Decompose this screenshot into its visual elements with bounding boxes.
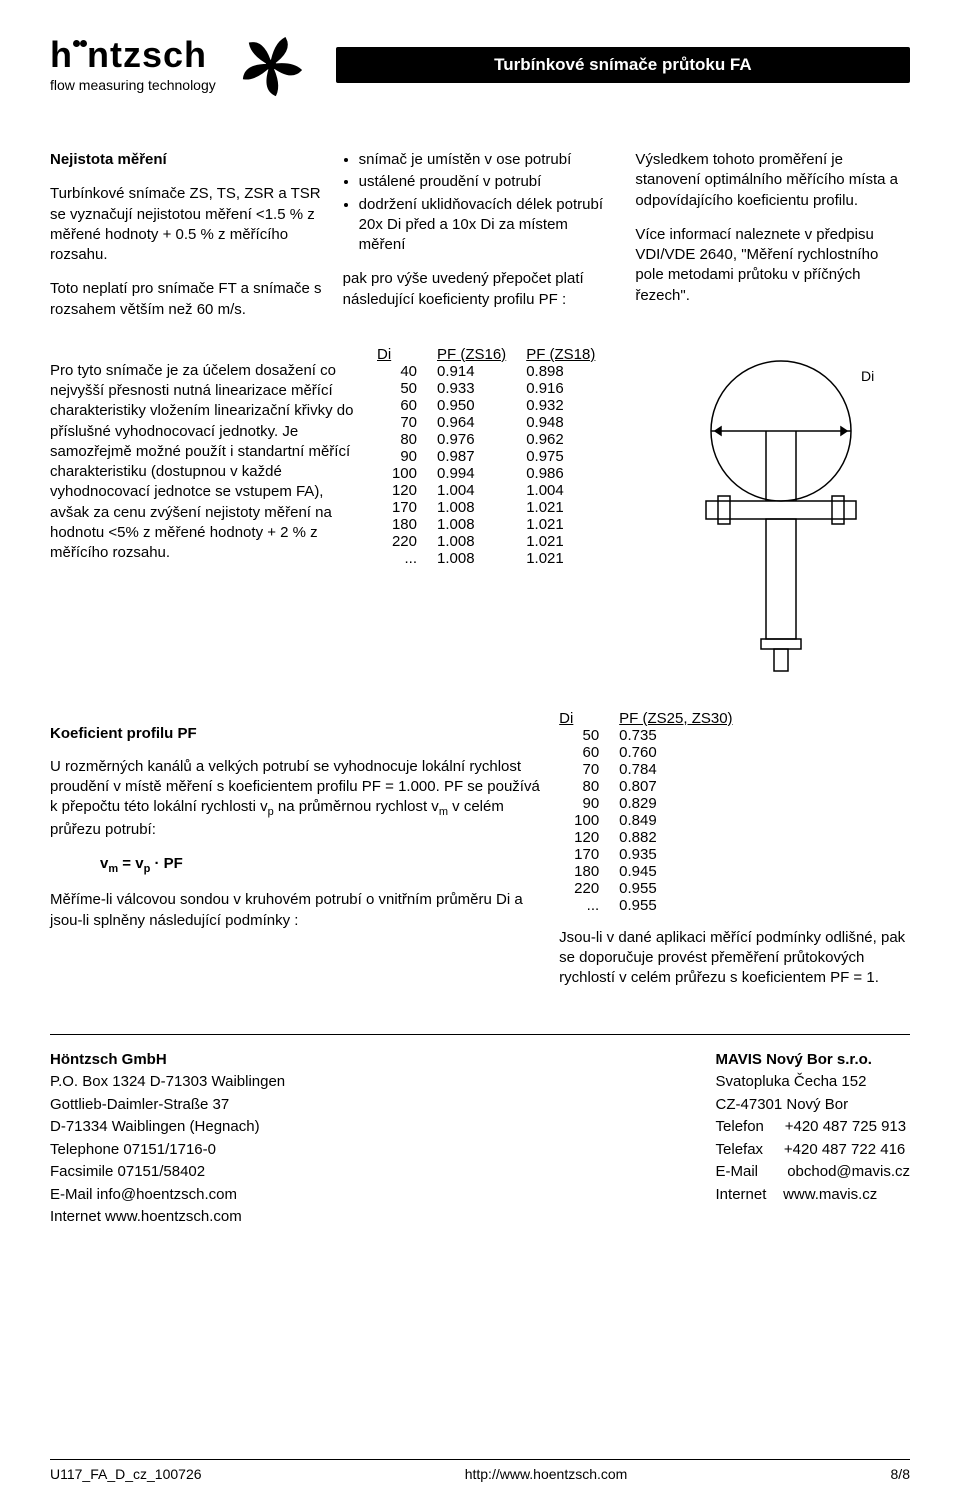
fr-l6k: Internet [716, 1186, 767, 1203]
col2-p1: pak pro výše uvedený přepočet platí násl… [343, 269, 618, 310]
table-header: PF (ZS16) [437, 346, 526, 363]
doc-id: U117_FA_D_cz_100726 [50, 1466, 202, 1482]
table-row: 500.735 [559, 727, 752, 744]
col-mid: snímač je umístěn v ose potrubí ustálené… [343, 150, 618, 334]
fl-l4: Telephone 07151/1716-0 [50, 1141, 216, 1158]
table-row: 900.9870.975 [377, 448, 615, 465]
table-row: 600.760 [559, 744, 752, 761]
fr-l1: Svatopluka Čecha 152 [716, 1073, 867, 1090]
table-row: 1200.882 [559, 829, 752, 846]
table-row: 1801.0081.021 [377, 516, 615, 533]
table-row: 1000.9940.986 [377, 465, 615, 482]
table-header: PF (ZS18) [526, 346, 615, 363]
table-row: 800.807 [559, 778, 752, 795]
pf-p1: U rozměrných kanálů a velkých potrubí se… [50, 757, 541, 841]
fr-l5v: obchod@mavis.cz [787, 1163, 910, 1180]
col3-p2: Více informací naleznete v předpisu VDI/… [635, 225, 910, 306]
footer-right: MAVIS Nový Bor s.r.o. Svatopluka Čecha 1… [716, 1049, 910, 1229]
table-header: PF (ZS25, ZS30) [619, 710, 752, 727]
top-columns: Nejistota měření Turbínkové snímače ZS, … [50, 150, 910, 334]
table-row: 1800.945 [559, 863, 752, 880]
fl-l2: Gottlieb-Daimler-Straße 37 [50, 1096, 229, 1113]
heading-pf: Koeficient profilu PF [50, 725, 197, 742]
footer-bar: U117_FA_D_cz_100726 http://www.hoentzsch… [50, 1459, 910, 1482]
col1-p3-wrap: Pro tyto snímače je za účelem dosažení c… [50, 346, 359, 690]
table-row: 400.9140.898 [377, 363, 615, 380]
fr-l6v: www.mavis.cz [783, 1186, 877, 1203]
page-header: hntzsch flow measuring technology Turbín… [50, 30, 910, 100]
pf-text: Koeficient profilu PF U rozměrných kanál… [50, 710, 541, 1004]
table-row: 1000.849 [559, 812, 752, 829]
fr-l4k: Telefax [716, 1141, 764, 1158]
company-right: MAVIS Nový Bor s.r.o. [716, 1051, 872, 1068]
fl-l3: D-71334 Waiblingen (Hegnach) [50, 1118, 260, 1135]
table-row: 2201.0081.021 [377, 533, 615, 550]
col1-p1: Turbínkové snímače ZS, TS, ZSR a TSR se … [50, 184, 325, 265]
fr-l4v: +420 487 722 416 [784, 1141, 905, 1158]
fr-l5k: E-Mail [716, 1163, 759, 1180]
doc-url: http://www.hoentzsch.com [465, 1466, 628, 1482]
table-row: 1701.0081.021 [377, 499, 615, 516]
heading-uncertainty: Nejistota měření [50, 151, 167, 168]
table2-after: Jsou-li v dané aplikaci měřící podmínky … [559, 928, 910, 989]
company-left: Höntzsch GmbH [50, 1051, 167, 1068]
bullet-3: dodržení uklidňovacích délek potrubí 20x… [359, 195, 618, 256]
fr-l3k: Telefon [716, 1118, 764, 1135]
table-row: 1201.0041.004 [377, 482, 615, 499]
footer-separator [50, 1034, 910, 1035]
pipe-diagram: Di [666, 346, 896, 686]
table-row: ...0.955 [559, 897, 752, 914]
table-row: 900.829 [559, 795, 752, 812]
table-row: 600.9500.932 [377, 397, 615, 414]
table-row: 500.9330.916 [377, 380, 615, 397]
table-row: 1700.935 [559, 846, 752, 863]
table-row: 2200.955 [559, 880, 752, 897]
col1-p2: Toto neplatí pro snímače FT a snímače s … [50, 279, 325, 320]
bullet-1: snímač je umístěn v ose potrubí [359, 150, 618, 170]
table-row: 700.784 [559, 761, 752, 778]
fl-l7: Internet www.hoentzsch.com [50, 1208, 242, 1225]
col3-p1: Výsledkem tohoto proměření je stanovení … [635, 150, 910, 211]
page-number: 8/8 [891, 1466, 910, 1482]
logo-subtitle: flow measuring technology [50, 77, 216, 93]
section-2: Pro tyto snímače je za účelem dosažení c… [50, 346, 910, 690]
table-row: 800.9760.962 [377, 431, 615, 448]
fr-l3v: +420 487 725 913 [785, 1118, 906, 1135]
fl-l6: E-Mail info@hoentzsch.com [50, 1186, 237, 1203]
page-title-bar: Turbínkové snímače průtoku FA [336, 47, 910, 83]
col1-p3: Pro tyto snímače je za účelem dosažení c… [50, 361, 359, 564]
table-header: Di [377, 346, 437, 363]
col-left: Nejistota měření Turbínkové snímače ZS, … [50, 150, 325, 334]
pf-p2: Měříme-li válcovou sondou v kruhovém pot… [50, 890, 541, 931]
diagram-wrap: Di [653, 346, 911, 690]
table-row: ...1.0081.021 [377, 550, 615, 567]
fr-l2: CZ-47301 Nový Bor [716, 1096, 849, 1113]
logo-block: hntzsch flow measuring technology [50, 30, 306, 100]
pf-table-zs25-zs30: DiPF (ZS25, ZS30)500.735600.760700.78480… [559, 710, 752, 914]
footer-columns: Höntzsch GmbH P.O. Box 1324 D-71303 Waib… [50, 1049, 910, 1229]
table-header: Di [559, 710, 619, 727]
logo-main: hntzsch [50, 37, 216, 73]
table2-wrap: DiPF (ZS25, ZS30)500.735600.760700.78480… [559, 710, 910, 1004]
table1-wrap: DiPF (ZS16)PF (ZS18)400.9140.898500.9330… [377, 346, 635, 690]
col-right: Výsledkem tohoto proměření je stanovení … [635, 150, 910, 334]
fl-l5: Facsimile 07151/58402 [50, 1163, 205, 1180]
section-3: Koeficient profilu PF U rozměrných kanál… [50, 710, 910, 1004]
di-label: Di [861, 368, 874, 384]
fan-icon [236, 30, 306, 100]
pf-equation: vm = vp · PF [100, 855, 541, 875]
footer-left: Höntzsch GmbH P.O. Box 1324 D-71303 Waib… [50, 1049, 285, 1229]
table-row: 700.9640.948 [377, 414, 615, 431]
fl-l1: P.O. Box 1324 D-71303 Waiblingen [50, 1073, 285, 1090]
bullet-2: ustálené proudění v potrubí [359, 172, 618, 192]
pf-table-zs16-zs18: DiPF (ZS16)PF (ZS18)400.9140.898500.9330… [377, 346, 615, 567]
